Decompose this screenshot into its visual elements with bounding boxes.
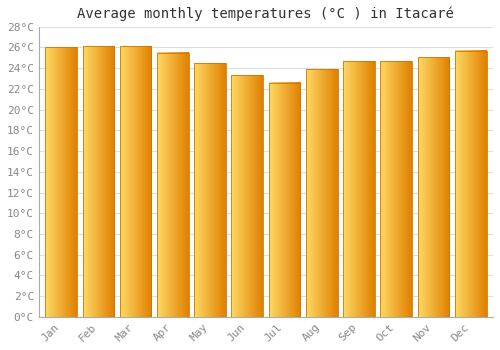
Bar xyxy=(120,47,152,317)
Bar xyxy=(232,76,263,317)
Bar xyxy=(343,61,375,317)
Bar xyxy=(455,51,486,317)
Bar xyxy=(157,52,188,317)
Bar xyxy=(380,61,412,317)
Bar xyxy=(194,63,226,317)
Bar xyxy=(268,83,300,317)
Title: Average monthly temperatures (°C ) in Itacaré: Average monthly temperatures (°C ) in It… xyxy=(78,7,454,21)
Bar xyxy=(306,69,338,317)
Bar xyxy=(46,48,77,317)
Bar xyxy=(418,57,450,317)
Bar xyxy=(82,47,114,317)
